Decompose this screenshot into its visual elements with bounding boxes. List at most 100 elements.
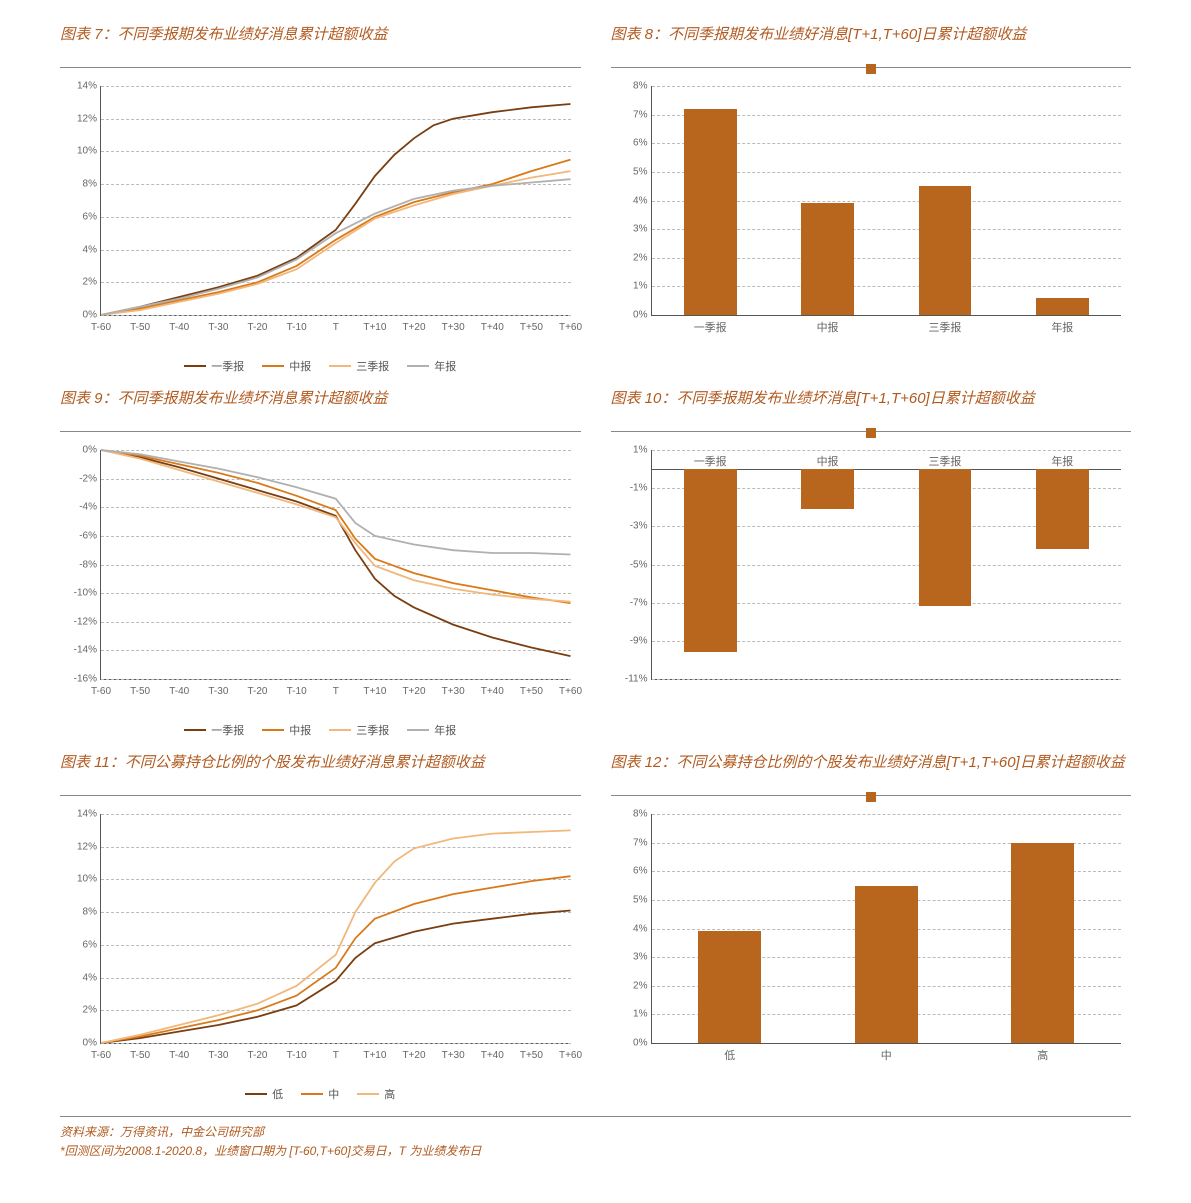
x-tick-label: T-40	[169, 322, 189, 333]
x-tick-label: T	[333, 1050, 339, 1061]
y-tick-label: -2%	[63, 473, 97, 484]
x-tick-label: T-20	[247, 1050, 267, 1061]
y-tick-label: 4%	[63, 244, 97, 255]
legend-label: 中报	[289, 358, 311, 374]
panel-chart9: 图表 9：不同季报期发布业绩坏消息累计超额收益 -16%-14%-12%-10%…	[60, 384, 581, 738]
y-tick-label: -3%	[614, 521, 648, 532]
panel-chart8: 图表 8：不同季报期发布业绩好消息[T+1,T+60]日累计超额收益 0%1%2…	[611, 20, 1132, 374]
chart8-plotbox: 0%1%2%3%4%5%6%7%8%一季报中报三季报年报	[651, 86, 1122, 316]
legend-item: 三季报	[329, 358, 389, 374]
x-tick-label: T+50	[520, 322, 543, 333]
y-tick-label: -1%	[614, 483, 648, 494]
x-tick-label: T-10	[287, 686, 307, 697]
y-tick-label: 12%	[63, 841, 97, 852]
bar	[801, 469, 854, 509]
legend-label: 低	[272, 1086, 283, 1102]
legend-swatch	[866, 64, 876, 74]
chart-grid: 图表 7：不同季报期发布业绩好消息累计超额收益 0%2%4%6%8%10%12%…	[60, 20, 1131, 1102]
legend-swatch	[262, 729, 284, 731]
legend-item: 一季报	[184, 358, 244, 374]
x-tick-label: T	[333, 686, 339, 697]
y-tick-label: 6%	[614, 866, 648, 877]
x-category-label: 三季报	[928, 453, 961, 469]
legend-swatch	[184, 729, 206, 731]
y-tick-label: 2%	[614, 980, 648, 991]
y-tick-label: 4%	[614, 923, 648, 934]
x-tick-label: T	[333, 322, 339, 333]
x-tick-label: T+10	[363, 322, 386, 333]
y-tick-label: 7%	[614, 109, 648, 120]
bar	[1036, 298, 1089, 315]
y-tick-label: 10%	[63, 146, 97, 157]
x-tick-label: T+60	[559, 322, 582, 333]
chart7-title: 图表 7：不同季报期发布业绩好消息累计超额收益	[60, 20, 581, 68]
source-notes: 资料来源：万得资讯，中金公司研究部 *回测区间为2008.1-2020.8，业绩…	[60, 1116, 1131, 1161]
chart11-area: 0%2%4%6%8%10%12%14%T-60T-50T-40T-30T-20T…	[60, 804, 581, 1084]
y-tick-label: -7%	[614, 597, 648, 608]
x-tick-label: T-50	[130, 686, 150, 697]
y-tick-label: -14%	[63, 645, 97, 656]
chart12-title: 图表 12：不同公募持仓比例的个股发布业绩好消息[T+1,T+60]日累计超额收…	[611, 748, 1132, 796]
y-tick-label: 8%	[614, 81, 648, 92]
y-tick-label: 3%	[614, 952, 648, 963]
x-tick-label: T+10	[363, 1050, 386, 1061]
x-tick-label: T+20	[402, 322, 425, 333]
legend-item	[866, 64, 876, 74]
y-tick-label: -16%	[63, 674, 97, 685]
y-tick-label: 0%	[63, 1038, 97, 1049]
x-tick-label: T+30	[442, 322, 465, 333]
source-line: 资料来源：万得资讯，中金公司研究部	[60, 1123, 1131, 1142]
legend-swatch	[407, 729, 429, 731]
legend-item: 年报	[407, 722, 456, 738]
y-tick-label: 12%	[63, 113, 97, 124]
bar	[855, 886, 918, 1043]
x-tick-label: T-10	[287, 1050, 307, 1061]
x-tick-label: T+20	[402, 686, 425, 697]
y-tick-label: -9%	[614, 635, 648, 646]
x-tick-label: T-30	[208, 322, 228, 333]
legend-item: 中报	[262, 722, 311, 738]
chart10-legend	[611, 428, 1132, 438]
series-line	[101, 171, 571, 315]
legend-label: 年报	[434, 358, 456, 374]
chart11-plotbox: 0%2%4%6%8%10%12%14%T-60T-50T-40T-30T-20T…	[100, 814, 571, 1044]
x-tick-label: T-40	[169, 686, 189, 697]
legend-swatch	[329, 729, 351, 731]
y-tick-label: 2%	[63, 1005, 97, 1016]
x-category-label: 中报	[817, 319, 839, 335]
chart9-legend: 一季报中报三季报年报	[60, 722, 581, 738]
chart8-area: 0%1%2%3%4%5%6%7%8%一季报中报三季报年报	[611, 76, 1132, 356]
chart10-area: -11%-9%-7%-5%-3%-1%1%一季报中报三季报年报	[611, 440, 1132, 720]
x-tick-label: T+10	[363, 686, 386, 697]
x-tick-label: T-40	[169, 1050, 189, 1061]
chart9-plotbox: -16%-14%-12%-10%-8%-6%-4%-2%0%T-60T-50T-…	[100, 450, 571, 680]
bar	[698, 931, 761, 1043]
y-tick-label: 7%	[614, 837, 648, 848]
y-tick-label: -6%	[63, 530, 97, 541]
y-tick-label: 14%	[63, 809, 97, 820]
bar	[919, 469, 972, 606]
chart12-plotbox: 0%1%2%3%4%5%6%7%8%低中高	[651, 814, 1122, 1044]
bar	[1036, 469, 1089, 549]
series-line	[101, 911, 571, 1044]
legend-item: 年报	[407, 358, 456, 374]
x-category-label: 年报	[1051, 453, 1073, 469]
legend-swatch	[357, 1093, 379, 1095]
legend-item: 中报	[262, 358, 311, 374]
y-tick-label: -12%	[63, 616, 97, 627]
x-tick-label: T-60	[91, 1050, 111, 1061]
chart11-legend: 低中高	[60, 1086, 581, 1102]
bar	[684, 109, 737, 315]
y-tick-label: 6%	[63, 939, 97, 950]
legend-item	[866, 428, 876, 438]
x-tick-label: T-20	[247, 322, 267, 333]
chart8-legend	[611, 64, 1132, 74]
x-category-label: 中报	[817, 453, 839, 469]
legend-label: 高	[384, 1086, 395, 1102]
series-line	[101, 450, 571, 603]
y-tick-label: -5%	[614, 559, 648, 570]
x-tick-label: T-50	[130, 322, 150, 333]
legend-item: 低	[245, 1086, 283, 1102]
legend-swatch	[184, 365, 206, 367]
y-tick-label: 0%	[614, 310, 648, 321]
